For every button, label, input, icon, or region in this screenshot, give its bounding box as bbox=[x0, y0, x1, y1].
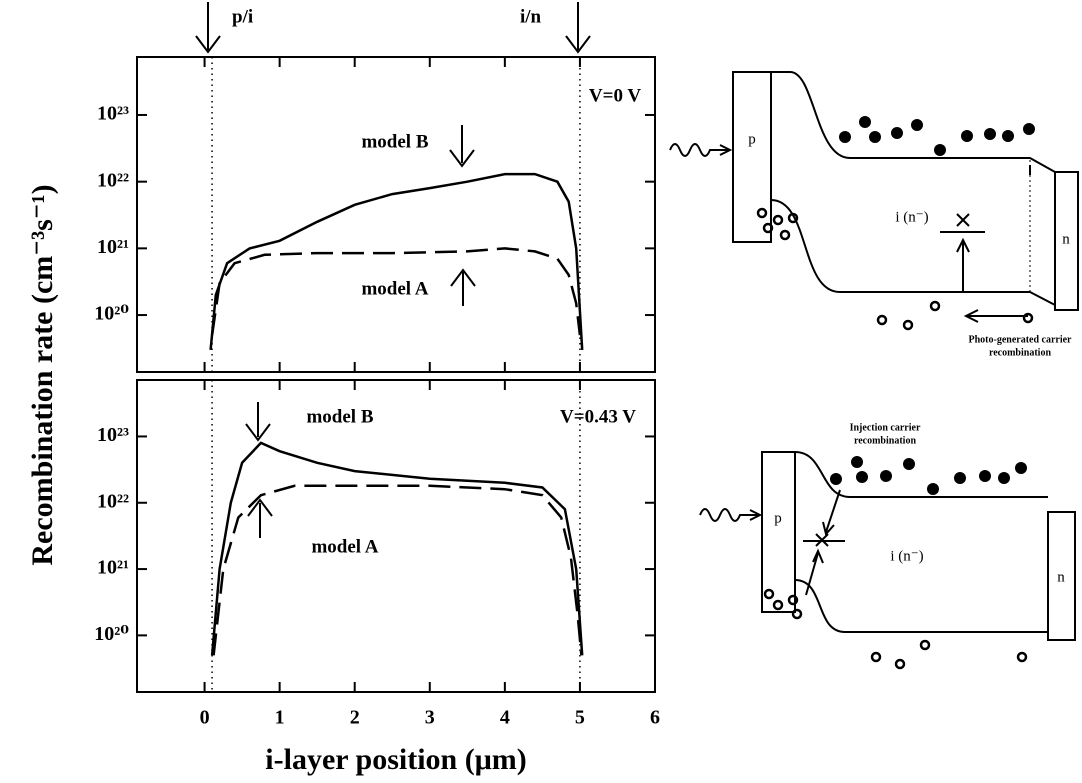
data-line bbox=[212, 443, 582, 655]
x-tick-label: 5 bbox=[575, 707, 585, 729]
series-label: model A bbox=[311, 536, 378, 557]
series-label: model B bbox=[361, 131, 428, 152]
series-label: model B bbox=[306, 406, 373, 427]
y-tick-label: 10²³ bbox=[97, 424, 129, 446]
diagram-label: p bbox=[748, 131, 756, 147]
annotation: i/n bbox=[520, 6, 542, 27]
y-tick-label: 10²² bbox=[97, 169, 129, 191]
y-tick-label: 10²³ bbox=[97, 103, 129, 125]
diagram-label: n bbox=[1057, 569, 1065, 585]
band-diagram: p i (n⁻) n Photo-generated carrier recom… bbox=[670, 72, 1078, 358]
diagram-label: n bbox=[1062, 231, 1070, 247]
y-tick-label: 10²² bbox=[97, 490, 129, 512]
series-label: model A bbox=[361, 278, 428, 299]
x-tick-label: 6 bbox=[650, 707, 660, 729]
y-tick-label: 10²⁰ bbox=[94, 303, 129, 325]
diagram-label: p bbox=[774, 510, 782, 526]
y-tick-label: 10²¹ bbox=[97, 557, 129, 579]
x-tick-label: 3 bbox=[425, 707, 435, 729]
diagram-caption: recombination bbox=[989, 347, 1051, 358]
annotation: V=0 V bbox=[589, 85, 641, 106]
band-diagram: p i (n⁻) n Injection carrier recombinati… bbox=[700, 422, 1075, 668]
x-tick-label: 1 bbox=[275, 707, 285, 729]
x-axis-label: i-layer position (μm) bbox=[265, 743, 526, 776]
y-tick-label: 10²¹ bbox=[97, 236, 129, 258]
x-tick-label: 0 bbox=[200, 707, 210, 729]
y-tick-label: 10²⁰ bbox=[94, 623, 129, 645]
arrows bbox=[196, 2, 590, 538]
annotation: V=0.43 V bbox=[560, 406, 636, 427]
figure: p/i i/n V=0 V V=0.43 V model B model A m… bbox=[0, 0, 1082, 783]
diagram-label: i (n⁻) bbox=[890, 548, 923, 564]
diagram-caption: recombination bbox=[854, 435, 916, 446]
data-line bbox=[211, 174, 583, 350]
annotation: p/i bbox=[232, 6, 253, 27]
diagram-caption: Injection carrier bbox=[850, 422, 921, 433]
x-tick-label: 2 bbox=[350, 707, 360, 729]
diagram-caption: Photo-generated carrier bbox=[968, 334, 1072, 345]
diagram-label: i (n⁻) bbox=[895, 209, 928, 225]
x-tick-label: 4 bbox=[500, 707, 510, 729]
y-axis-label: Recombination rate (cm⁻³s⁻¹) bbox=[26, 184, 59, 565]
